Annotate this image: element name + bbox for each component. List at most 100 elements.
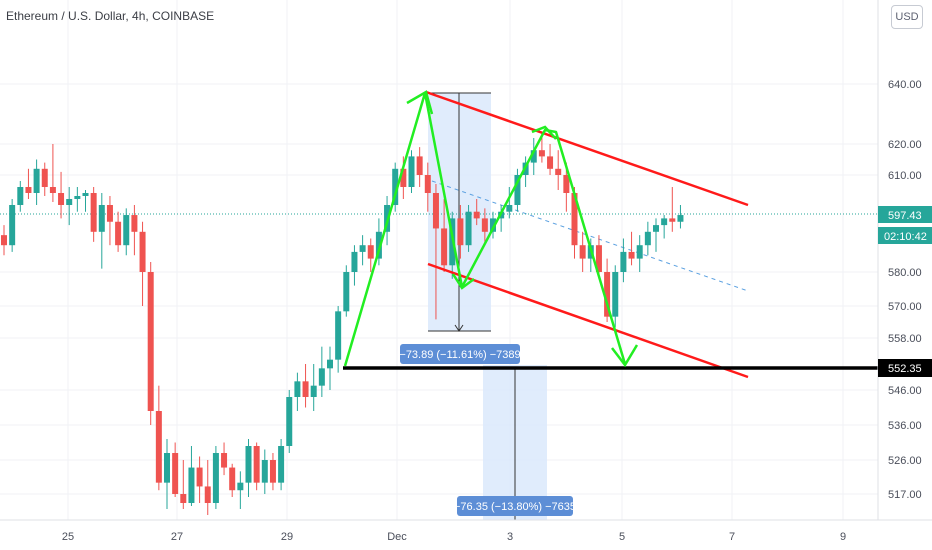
countdown-tag: 02:10:42 — [878, 227, 932, 244]
price-axis — [878, 0, 932, 520]
measure-labels: −73.89 (−11.61%) −7389 −76.35 (−13.80%) −… — [399, 344, 576, 516]
candle — [481, 208, 488, 242]
candle — [457, 205, 464, 259]
price-label: 526.00 — [888, 455, 922, 467]
candle — [514, 168, 521, 212]
candle — [58, 171, 65, 219]
price-label: 570.00 — [888, 301, 922, 313]
arrow-head-top — [406, 90, 434, 115]
candle — [106, 196, 113, 246]
time-label: Dec — [387, 531, 407, 543]
candle — [620, 238, 627, 283]
candle — [49, 144, 56, 202]
candle — [310, 364, 317, 411]
candle — [547, 144, 554, 175]
candle — [82, 190, 89, 212]
arrow-head-right-bottom — [611, 344, 639, 368]
measure-label-1: −73.89 (−11.61%) −7389 — [399, 344, 521, 364]
candle — [408, 150, 415, 193]
current-price-tag: 597.43 — [878, 206, 932, 223]
price-label: 558.00 — [888, 333, 922, 345]
candles — [1, 132, 684, 515]
candle — [579, 231, 586, 272]
candle — [661, 215, 668, 239]
candle — [245, 439, 252, 497]
candle — [90, 187, 97, 242]
candle — [636, 235, 643, 272]
candle — [155, 385, 162, 491]
candle — [172, 442, 179, 497]
candle — [441, 199, 448, 272]
candle — [261, 449, 268, 494]
candle — [74, 187, 81, 212]
candle — [506, 187, 513, 219]
time-label: 25 — [62, 531, 74, 543]
time-label: 27 — [171, 531, 183, 543]
price-label: 640.00 — [888, 79, 922, 91]
candle — [131, 205, 138, 256]
support-price-tag: 552.35 — [878, 359, 932, 377]
candle — [653, 218, 659, 252]
chart-title: Ethereum / U.S. Dollar, 4h, COINBASE — [6, 9, 215, 23]
price-label: 546.00 — [888, 385, 922, 397]
candle — [604, 258, 611, 322]
svg-text:−73.89 (−11.61%) −7389: −73.89 (−11.61%) −7389 — [399, 349, 520, 361]
candle — [25, 168, 32, 199]
time-label: 29 — [281, 531, 293, 543]
candle — [424, 162, 431, 212]
candle — [66, 187, 73, 226]
time-label: 7 — [729, 531, 735, 543]
candle — [164, 439, 170, 509]
candle — [327, 346, 333, 390]
candle — [628, 231, 635, 266]
candle — [644, 221, 651, 256]
price-axis-labels: 640.00 620.00 610.00 580.00 570.00 558.00 546.… — [888, 79, 922, 501]
arrow-head-left-bottom — [451, 273, 475, 290]
svg-text:−76.35 (−13.80%) −7635: −76.35 (−13.80%) −7635 — [454, 501, 576, 513]
candle — [139, 221, 146, 306]
candle — [367, 238, 374, 272]
candle — [98, 193, 105, 269]
candle — [237, 471, 244, 509]
candle — [432, 184, 439, 320]
candle — [490, 211, 496, 239]
pattern-zigzag[interactable] — [343, 91, 627, 367]
channel-lower-line[interactable] — [427, 262, 749, 379]
candle — [115, 211, 122, 252]
candle — [204, 460, 211, 515]
candle — [669, 187, 676, 232]
candle — [416, 147, 423, 187]
candle — [359, 235, 366, 266]
candle — [473, 199, 480, 226]
measure-label-2: −76.35 (−13.80%) −7635 — [454, 496, 576, 516]
candle — [294, 372, 301, 411]
candle — [41, 162, 48, 196]
candle — [392, 162, 399, 212]
measure-box-2[interactable] — [483, 365, 547, 520]
candle — [123, 208, 130, 256]
candle — [375, 218, 382, 266]
time-axis-labels: 25 27 29 Dec 3 5 7 9 — [62, 531, 846, 543]
support-price-value: 552.35 — [888, 363, 922, 375]
candle — [229, 463, 236, 497]
price-label: 610.00 — [888, 170, 922, 182]
candle — [221, 442, 228, 476]
candle — [196, 456, 203, 503]
price-label: 620.00 — [888, 139, 922, 151]
candle — [147, 261, 154, 425]
candle — [212, 446, 219, 509]
candle — [465, 205, 472, 252]
channel-upper-line[interactable] — [425, 90, 749, 207]
price-label: 580.00 — [888, 267, 922, 279]
candle — [677, 205, 684, 229]
candle — [188, 446, 195, 506]
currency-button[interactable]: USD — [891, 5, 923, 29]
time-axis — [0, 520, 932, 550]
candle — [17, 181, 24, 212]
candle — [278, 439, 285, 491]
candle — [269, 453, 276, 491]
candle — [253, 442, 260, 491]
arrow-head-mid-top — [531, 125, 557, 140]
price-label: 536.00 — [888, 420, 922, 432]
